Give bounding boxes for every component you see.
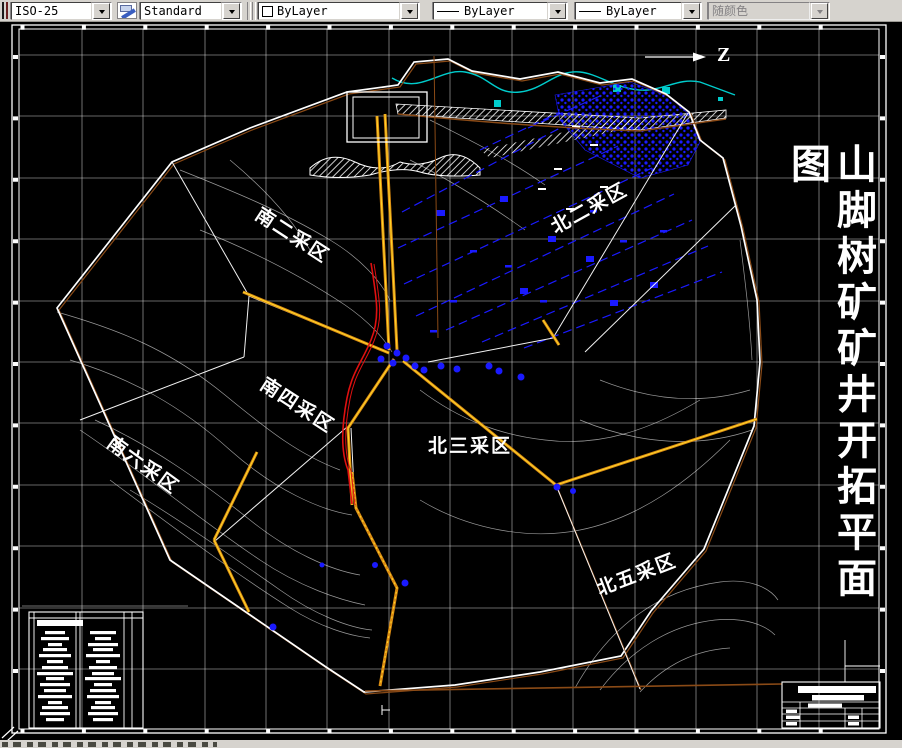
drawing-title-vertical: 山脚树矿矿井开拓平面图 <box>785 143 876 603</box>
plot-style-value: 随颜色 <box>712 4 749 18</box>
coal-seam-dashed-lines <box>397 95 723 349</box>
linetype-dropdown-arrow[interactable] <box>549 3 566 19</box>
color-dropdown-arrow[interactable] <box>401 3 418 19</box>
area-label-bei3: 北三采区 <box>428 436 513 457</box>
north-arrow-icon <box>645 52 706 62</box>
lineweight-control-combo[interactable]: ByLayer <box>574 2 702 20</box>
color-control-combo[interactable]: ByLayer <box>257 2 420 20</box>
status-text-fragment <box>2 742 217 747</box>
status-bar <box>0 740 902 748</box>
mine-roadways <box>212 113 783 692</box>
dim-style-dropdown-arrow[interactable] <box>93 3 110 19</box>
text-style-icon[interactable] <box>117 2 137 19</box>
dim-style-combo[interactable]: ISO-25 <box>10 2 112 20</box>
bylayer-color-swatch <box>262 5 273 17</box>
text-style-dropdown-arrow[interactable] <box>223 3 240 19</box>
mine-boundary <box>56 55 763 695</box>
sheet-frame <box>11 24 887 734</box>
drawing-canvas[interactable]: 山脚树矿矿井开拓平面图 南二采区 北二采区 南四采区 南六采区 北三采区 北五采… <box>0 22 902 740</box>
misc-marks <box>1 705 390 740</box>
north-arrow-label: Z <box>717 44 731 66</box>
text-style-combo[interactable]: Standard <box>139 2 242 20</box>
lineweight-dropdown-arrow[interactable] <box>683 3 700 19</box>
dim-style-value: ISO-25 <box>15 4 59 18</box>
toolbar-separator <box>252 2 256 20</box>
shaft-station-dots <box>269 342 576 631</box>
mine-plan-drawing <box>1 24 887 740</box>
toolbar-icon-fragment <box>1 2 9 19</box>
object-properties-toolbar: ISO-25 Standard ByLayer ByLayer ByLayer <box>0 0 902 22</box>
linetype-control-value: ByLayer <box>464 4 515 18</box>
toolbar-separator <box>247 2 251 20</box>
coordinate-grid <box>19 29 879 729</box>
industrial-site-outline <box>346 91 428 143</box>
contour-lines <box>22 119 779 693</box>
plot-style-combo: 随颜色 <box>707 2 830 20</box>
title-block <box>781 640 881 729</box>
linetype-sample-icon <box>437 10 459 12</box>
color-control-value: ByLayer <box>277 4 328 18</box>
lineweight-sample-icon <box>579 10 601 12</box>
lineweight-control-value: ByLayer <box>606 4 657 18</box>
legend-table <box>28 611 144 729</box>
linetype-control-combo[interactable]: ByLayer <box>432 2 568 20</box>
text-style-value: Standard <box>144 4 202 18</box>
district-division-lines <box>79 112 737 691</box>
fault-red-line <box>341 262 381 506</box>
plot-style-dropdown-arrow <box>811 3 828 19</box>
